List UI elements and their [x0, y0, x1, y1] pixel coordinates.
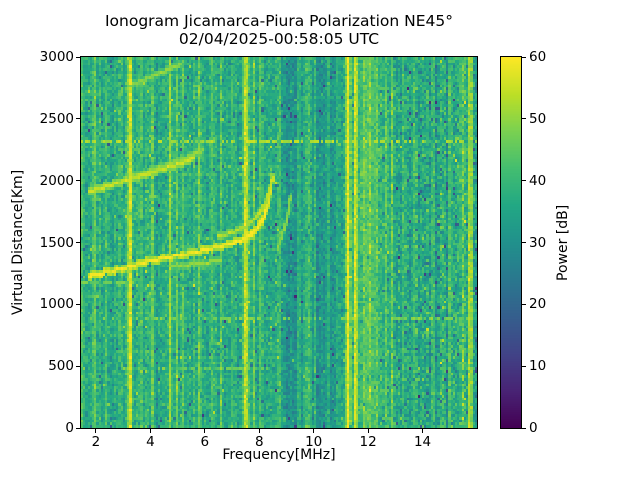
colorbar-tick-mark	[522, 365, 526, 367]
chart-title-line2: 02/04/2025-00:58:05 UTC	[178, 30, 380, 48]
x-tick-mark	[149, 429, 151, 433]
colorbar-tick-mark	[522, 242, 526, 243]
x-tick-mark	[95, 429, 97, 433]
x-tick-label: 14	[413, 434, 432, 450]
plot-area	[80, 56, 478, 429]
y-tick-label: 2000	[39, 172, 74, 189]
y-tick-label: 2500	[39, 110, 74, 127]
colorbar-tick-mark	[522, 56, 526, 58]
colorbar-tick-label: 20	[529, 296, 547, 313]
y-tick-label: 1000	[39, 296, 74, 313]
colorbar-tick-label: 50	[529, 110, 547, 127]
y-tick-mark	[76, 118, 80, 120]
x-tick-mark	[313, 429, 315, 433]
colorbar-tick-mark	[522, 427, 526, 429]
y-tick-label: 1500	[39, 234, 74, 251]
colorbar	[500, 56, 522, 429]
y-tick-mark	[76, 365, 80, 367]
x-tick-mark	[367, 429, 369, 433]
chart-title: Ionogram Jicamarca-Piura Polarization NE…	[81, 12, 477, 48]
x-tick-mark	[422, 429, 424, 433]
y-tick-mark	[76, 427, 80, 429]
x-tick-label: 6	[200, 434, 210, 450]
colorbar-tick-label: 10	[529, 358, 547, 375]
y-tick-mark	[76, 56, 80, 58]
y-tick-mark	[76, 303, 80, 305]
x-tick-label: 12	[359, 434, 377, 450]
x-tick-label: 4	[146, 434, 155, 450]
chart-title-line1: Ionogram Jicamarca-Piura Polarization NE…	[104, 12, 454, 30]
x-tick-label: 2	[91, 434, 101, 450]
x-tick-mark	[258, 429, 260, 433]
y-tick-mark	[76, 242, 80, 243]
colorbar-tick-mark	[522, 118, 526, 120]
colorbar-gradient-canvas	[501, 57, 521, 428]
colorbar-tick-label: 60	[529, 49, 547, 65]
colorbar-tick-label: 30	[529, 234, 547, 251]
x-tick-label: 8	[254, 434, 264, 450]
x-tick-label: 10	[305, 434, 323, 450]
colorbar-tick-mark	[522, 180, 526, 182]
colorbar-tick-mark	[522, 303, 526, 305]
y-tick-label: 3000	[39, 49, 74, 65]
y-tick-label: 500	[48, 358, 74, 375]
y-axis-label: Virtual Distance[Km]	[10, 169, 26, 316]
x-tick-mark	[204, 429, 206, 433]
y-tick-label: 0	[65, 420, 74, 436]
y-tick-mark	[76, 180, 80, 182]
x-axis-label: Frequency[MHz]	[222, 447, 336, 463]
colorbar-tick-label: 0	[529, 420, 538, 436]
colorbar-tick-label: 40	[529, 172, 547, 189]
ionogram-heatmap-canvas	[81, 57, 477, 428]
